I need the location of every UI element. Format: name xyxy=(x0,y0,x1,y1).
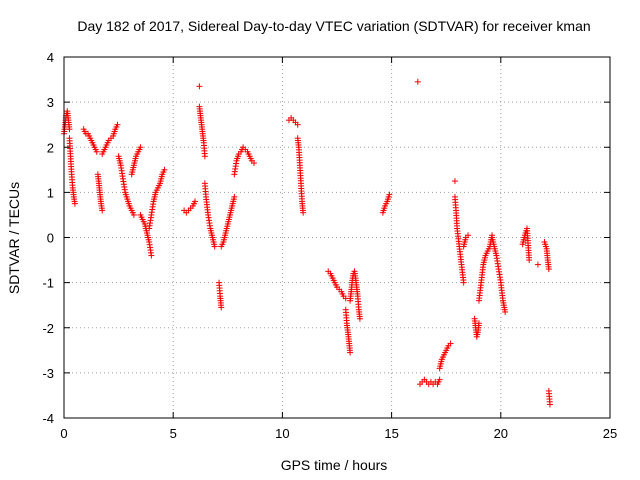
data-points xyxy=(61,78,553,408)
x-axis-label: GPS time / hours xyxy=(281,457,388,473)
y-tick-label: -4 xyxy=(42,411,54,426)
data-point xyxy=(196,83,203,90)
y-tick-label: -1 xyxy=(42,276,54,291)
data-point xyxy=(66,126,73,133)
data-point xyxy=(137,144,144,151)
data-point xyxy=(300,209,307,216)
x-tick-label: 10 xyxy=(275,426,289,441)
data-point xyxy=(251,160,258,167)
data-point xyxy=(130,211,137,218)
x-tick-label: 25 xyxy=(603,426,617,441)
data-point xyxy=(201,153,208,160)
data-point xyxy=(502,308,509,315)
data-point xyxy=(356,315,363,322)
data-point xyxy=(460,279,467,286)
data-point xyxy=(386,191,393,198)
x-tick-label: 5 xyxy=(170,426,177,441)
data-point xyxy=(99,207,106,214)
data-point xyxy=(447,340,454,347)
y-tick-label: -3 xyxy=(42,366,54,381)
y-tick-label: 4 xyxy=(47,50,54,65)
y-tick-label: -2 xyxy=(42,321,54,336)
data-point xyxy=(218,304,225,311)
y-axis-label: SDTVAR / TECUs xyxy=(6,182,22,294)
data-point xyxy=(161,166,168,173)
data-point xyxy=(414,78,421,85)
y-tick-label: 0 xyxy=(47,231,54,246)
data-point xyxy=(93,148,100,155)
y-tick-label: 2 xyxy=(47,140,54,155)
data-point xyxy=(211,243,218,250)
x-tick-label: 0 xyxy=(60,426,67,441)
chart-title: Day 182 of 2017, Sidereal Day-to-day VTE… xyxy=(77,18,590,34)
data-point xyxy=(294,121,301,128)
data-point xyxy=(436,376,443,383)
y-tick-label: 3 xyxy=(47,95,54,110)
data-point xyxy=(347,349,354,356)
data-point xyxy=(148,252,155,259)
data-point xyxy=(545,266,552,273)
x-tick-label: 15 xyxy=(384,426,398,441)
plot-frame xyxy=(63,56,611,419)
data-point xyxy=(231,193,238,200)
x-tick-label: 20 xyxy=(494,426,508,441)
data-point xyxy=(534,261,541,268)
data-point xyxy=(192,198,199,205)
data-point xyxy=(475,320,482,327)
data-point xyxy=(526,257,533,264)
data-point xyxy=(71,200,78,207)
data-point xyxy=(114,121,121,128)
data-point xyxy=(451,178,458,185)
data-point xyxy=(546,401,553,408)
data-point xyxy=(465,232,472,239)
y-tick-label: 1 xyxy=(47,185,54,200)
